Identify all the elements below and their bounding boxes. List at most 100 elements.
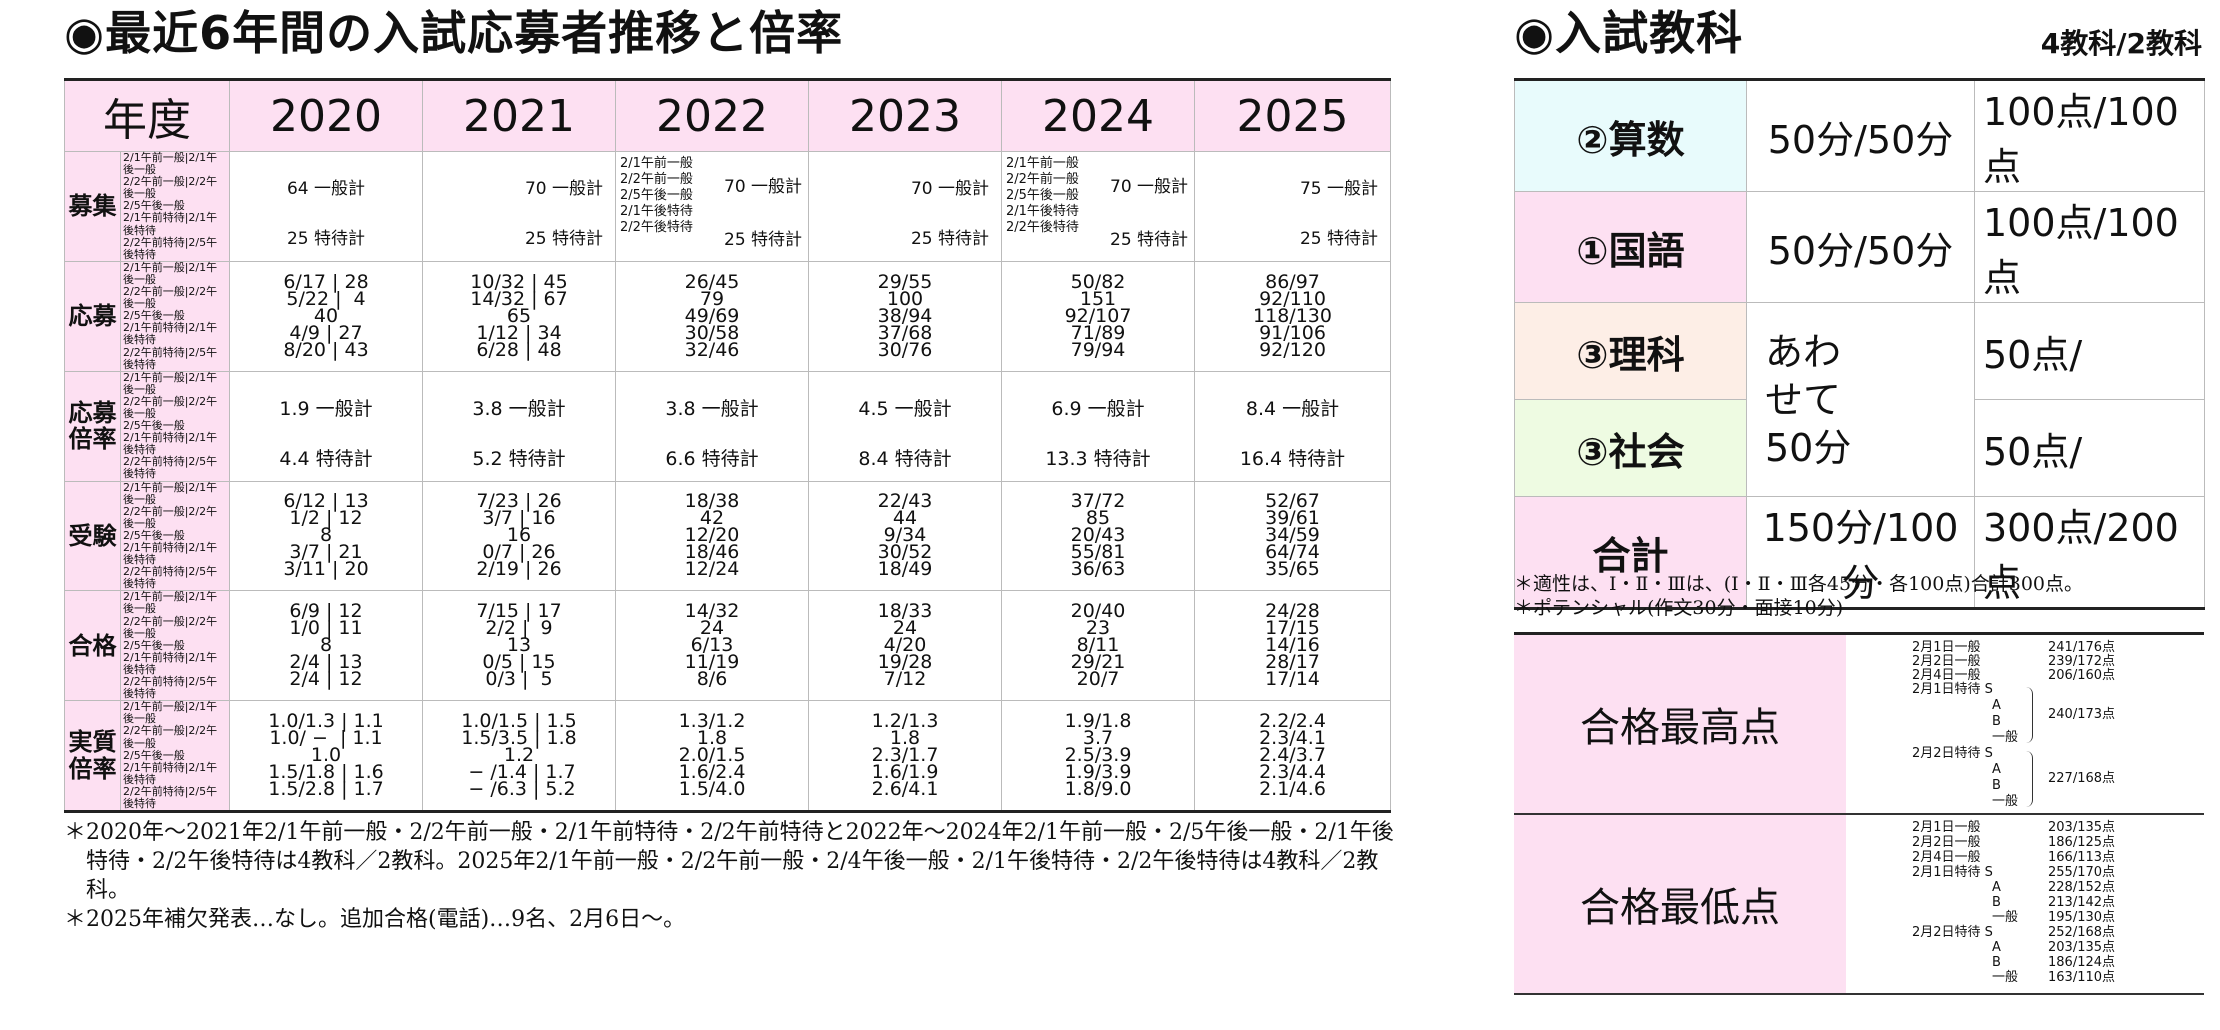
- subjects-count: 4教科/2教科: [2040, 27, 2202, 60]
- ratio-special: 4.4 特待計: [279, 448, 373, 471]
- subject-japanese: ①国語: [1514, 191, 1747, 303]
- subject-notes: ＊適性は、Ⅰ・Ⅱ・Ⅲは、(Ⅰ・Ⅱ・Ⅲ各45分・各100点)合計300点。 ＊ポテ…: [1514, 572, 2204, 620]
- ratio-special: 13.3 特待計: [1045, 448, 1151, 471]
- exam-cell: 18/38 42 12/20 18/46 12/24: [615, 480, 809, 592]
- subject-math-time: 50分/50分: [1746, 78, 1975, 192]
- list-item: 一般: [1992, 910, 2019, 925]
- row-label-pass: 合格: [64, 590, 121, 702]
- recruit-special: 25 特待計: [1299, 229, 1378, 250]
- recruit-general: 70 一般計: [1110, 177, 1189, 198]
- ratio-general: 8.4 一般計: [1245, 398, 1340, 421]
- page-title: ◉最近6年間の入試応募者推移と倍率: [64, 6, 844, 60]
- list-item: A: [1992, 940, 2001, 955]
- row-recruit: 募集 2/1午前一般|2/1午後一般 2/2午前一般|2/2午後一般 2/5午後…: [64, 151, 1391, 262]
- subject-combined-time: あわ せて 50分: [1746, 302, 1975, 497]
- recruit-general: 70 一般計: [910, 179, 989, 200]
- list-value: 186/124点: [2048, 955, 2116, 970]
- list-item: 一般: [1992, 970, 2019, 985]
- recruit-mini-categories: 2/1午前一般 2/2午前一般 2/5午後一般 2/1午後特待 2/2午後特待: [620, 156, 693, 236]
- recruit-general: 70 一般計: [524, 179, 603, 200]
- apply-cell: 26/45 79 49/69 30/58 32/46: [615, 260, 809, 372]
- list-value: 206/160点: [2048, 668, 2116, 683]
- subjects-table: ②算数 50分/50分 100点/100点 ①国語 50分/50分 100点/1…: [1514, 78, 2205, 610]
- subject-science-points: 50点/: [1974, 302, 2205, 400]
- footnote-2: ＊2025年補欠発表…なし。追加合格(電話)…9名、2月6日～。: [64, 907, 686, 932]
- row-actual: 実質 倍率 2/1午前一般|2/1午後一般 2/2午前一般|2/2午後一般 2/…: [64, 700, 1391, 814]
- year-2020: 2020: [229, 78, 423, 152]
- year-2024: 2024: [1001, 78, 1195, 152]
- recruit-general: 75 一般計: [1299, 179, 1378, 200]
- row-ratio: 応募 倍率 2/1午前一般|2/1午後一般 2/2午前一般|2/2午後一般 2/…: [64, 370, 1391, 482]
- brace-icon: [2026, 687, 2033, 743]
- list-value: 240/173点: [2048, 707, 2116, 722]
- category-labels: 2/1午前一般|2/1午後一般 2/2午前一般|2/2午後一般 2/5午後一般 …: [120, 700, 230, 814]
- list-item: A: [1992, 880, 2001, 895]
- row-exam: 受験 2/1午前一般|2/1午後一般 2/2午前一般|2/2午後一般 2/5午後…: [64, 480, 1391, 592]
- row-label-actual: 実質 倍率: [64, 700, 121, 814]
- subject-row-science: ③理科 あわ せて 50分 50点/: [1514, 302, 2205, 497]
- list-value: 227/168点: [2048, 771, 2116, 786]
- category-labels: 2/1午前一般|2/1午後一般 2/2午前一般|2/2午後一般 2/5午後一般 …: [120, 151, 230, 262]
- list-value: 195/130点: [2048, 910, 2116, 925]
- max-score-list: 2月1日一般 2月2日一般 2月4日一般 2月1日特待 S A B 一般 2月2…: [1846, 635, 2204, 813]
- list-item: 2月2日特待 S: [1912, 746, 1993, 761]
- actual-cell: 1.2/1.3 1.8 2.3/1.7 1.6/1.9 2.6/4.1: [808, 700, 1002, 814]
- category-labels: 2/1午前一般|2/1午後一般 2/2午前一般|2/2午後一般 2/5午後一般 …: [120, 590, 230, 702]
- pass-cell: 24/28 17/15 14/16 28/17 17/14: [1194, 590, 1391, 702]
- subject-row-total: 合計 150分/100分 300点/200点: [1514, 496, 2205, 610]
- list-item: B: [1992, 955, 2001, 970]
- ratio-general: 1.9 一般計: [279, 398, 373, 421]
- list-item: 2月1日一般: [1912, 640, 1981, 655]
- score-row-max: 合格最高点 2月1日一般 2月2日一般 2月4日一般 2月1日特待 S A B …: [1514, 632, 2204, 815]
- list-value: 203/135点: [2048, 820, 2116, 835]
- brace-icon: [2026, 751, 2033, 807]
- list-item: 一般: [1992, 794, 2019, 809]
- list-value: 186/125点: [2048, 835, 2116, 850]
- list-item: B: [1992, 778, 2001, 793]
- category-labels: 2/1午前一般|2/1午後一般 2/2午前一般|2/2午後一般 2/5午後一般 …: [120, 480, 230, 592]
- recruit-general: 70 一般計: [724, 177, 803, 198]
- list-item: 2月1日特待 S: [1912, 682, 1993, 697]
- max-score-label: 合格最高点: [1514, 632, 1846, 815]
- list-item: 2月2日特待 S: [1912, 925, 1993, 940]
- list-value: 166/113点: [2048, 850, 2116, 865]
- actual-cell: 1.0/1.5 | 1.5 1.5/3.5 | 1.8 1.2 − /1.4 |…: [422, 700, 616, 814]
- exam-cell: 52/67 39/61 34/59 64/74 35/65: [1194, 480, 1391, 592]
- ratio-special: 6.6 特待計: [665, 448, 759, 471]
- subject-row-math: ②算数 50分/50分 100点/100点: [1514, 78, 2205, 192]
- year-2023: 2023: [808, 78, 1002, 152]
- apply-cell: 29/55 100 38/94 37/68 30/76: [808, 260, 1002, 372]
- subject-note-2: ＊ポテンシャル(作文30分・面接10分): [1514, 597, 1844, 619]
- row-label-ratio: 応募 倍率: [64, 370, 121, 482]
- ratio-general: 3.8 一般計: [665, 398, 759, 421]
- subject-total: 合計: [1514, 496, 1747, 610]
- apply-cell: 10/32 | 45 14/32 | 67 65 1/12 | 34 6/28 …: [422, 260, 616, 372]
- subject-japanese-points: 100点/100点: [1974, 191, 2205, 303]
- list-item: 2月4日一般: [1912, 850, 1981, 865]
- list-item: B: [1992, 895, 2001, 910]
- ratio-general: 6.9 一般計: [1051, 398, 1145, 421]
- subject-science: ③理科: [1514, 302, 1747, 400]
- year-2022: 2022: [615, 78, 809, 152]
- list-value: 203/135点: [2048, 940, 2116, 955]
- recruit-special: 25 特待計: [724, 230, 803, 251]
- subject-japanese-time: 50分/50分: [1746, 191, 1975, 303]
- list-item: A: [1992, 762, 2001, 777]
- subject-row-japanese: ①国語 50分/50分 100点/100点: [1514, 191, 2205, 303]
- exam-cell: 6/12 | 13 1/2 | 12 8 3/7 | 21 3/11 | 20: [229, 480, 423, 592]
- list-item: 2月2日一般: [1912, 835, 1981, 850]
- min-score-list: 2月1日一般 2月2日一般 2月4日一般 2月1日特待 S A B 一般 2月2…: [1846, 815, 2204, 993]
- list-value: 163/110点: [2048, 970, 2116, 985]
- recruit-special: 25 特待計: [524, 229, 603, 250]
- scores-table: 合格最高点 2月1日一般 2月2日一般 2月4日一般 2月1日特待 S A B …: [1514, 632, 2204, 995]
- list-value: 241/176点: [2048, 640, 2116, 655]
- subjects-title: ◉入試教科: [1514, 6, 1744, 60]
- ratio-special: 8.4 特待計: [858, 448, 952, 471]
- pass-cell: 7/15 | 17 2/2 | 9 13 0/5 | 15 0/3 | 5: [422, 590, 616, 702]
- list-item: 一般: [1992, 730, 2019, 745]
- row-pass: 合格 2/1午前一般|2/1午後一般 2/2午前一般|2/2午後一般 2/5午後…: [64, 590, 1391, 702]
- pass-cell: 6/9 | 12 1/0 | 11 8 2/4 | 13 2/4 | 12: [229, 590, 423, 702]
- year-header: 年度: [64, 78, 230, 152]
- list-item: A: [1992, 698, 2001, 713]
- actual-cell: 2.2/2.4 2.3/4.1 2.4/3.7 2.3/4.4 2.1/4.6: [1194, 700, 1391, 814]
